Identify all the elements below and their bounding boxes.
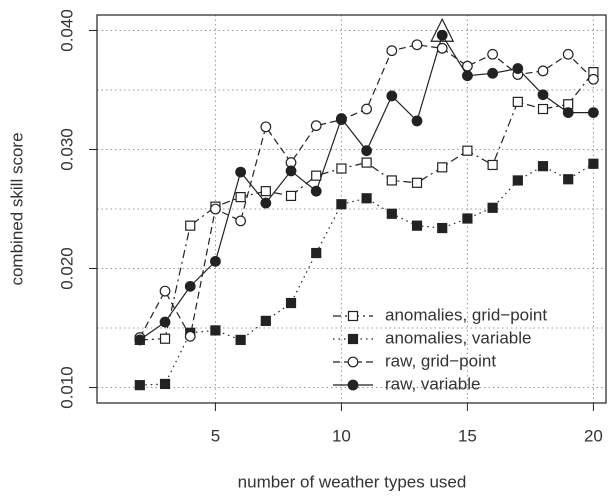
legend-label: anomalies, grid−point [385,305,547,324]
marker [235,215,247,227]
marker [487,202,498,213]
marker [285,297,297,309]
marker [361,157,372,168]
marker [159,333,171,344]
marker [436,42,448,54]
marker [411,220,423,231]
marker [159,316,171,328]
marker [462,213,473,224]
marker [210,325,221,336]
marker [159,378,171,390]
marker [487,67,499,79]
legend-label: raw, grid−point [385,351,496,370]
legend-marker [347,333,359,345]
legend: anomalies, grid−point anomalies, variable… [333,305,547,393]
legend-marker [347,310,359,322]
marker [185,220,196,231]
marker [159,285,171,297]
series-line [139,33,594,341]
marker [562,48,574,60]
marker [336,199,347,210]
legend-marker [347,356,359,368]
marker [260,186,271,197]
marker [411,177,423,188]
marker [563,174,574,185]
marker [462,70,473,82]
marker [235,191,246,203]
marker [437,162,448,173]
x-tick-label: 20 [584,426,603,445]
y-tick-label: 0.030 [57,128,76,171]
y-tick-label: 0.010 [57,366,76,409]
marker [361,145,373,157]
marker [184,280,196,292]
legend-label: anomalies, variable [385,328,531,347]
marker [437,222,448,234]
x-tick-label: 5 [211,426,220,445]
marker [537,65,549,77]
marker [260,121,272,133]
series-line [139,44,594,339]
marker [184,330,196,342]
marker [260,197,272,209]
marker [487,48,499,60]
marker [386,175,397,186]
marker [361,193,372,204]
marker [134,334,146,346]
marker [311,247,322,259]
marker [386,208,397,219]
marker [487,159,498,171]
marker [336,163,347,174]
marker [235,334,246,346]
marker [210,255,221,267]
marker [562,107,574,118]
marker [462,145,473,156]
x-tick-label: 15 [458,426,477,445]
marker [411,39,423,51]
y-tick-label: 0.040 [57,9,76,52]
plot-frame [96,14,607,404]
marker [310,120,322,132]
marker [537,89,549,101]
marker [311,170,322,181]
x-axis-label: number of weather types used [238,472,467,491]
marker [537,161,549,172]
marker [588,107,599,118]
marker [361,103,373,115]
marker [134,380,145,391]
marker [512,175,523,186]
marker [285,190,297,202]
marker [235,166,247,178]
marker [210,203,221,215]
marker [436,29,448,41]
marker [512,63,524,74]
legend-label: raw, variable [385,374,480,393]
marker [336,113,347,124]
marker [310,185,322,197]
marker [588,158,599,169]
y-tick-label: 0.020 [57,247,76,290]
y-axis-label: combined skill score [7,132,26,285]
marker [386,45,398,57]
x-tick-label: 10 [332,426,351,445]
marker [386,90,398,102]
marker [260,315,271,326]
marker [285,165,297,177]
marker [512,96,523,107]
marker [588,73,599,85]
marker [462,60,473,72]
marker [411,115,423,127]
max-marker [430,17,455,42]
marker [537,103,549,115]
legend-marker [347,379,359,391]
